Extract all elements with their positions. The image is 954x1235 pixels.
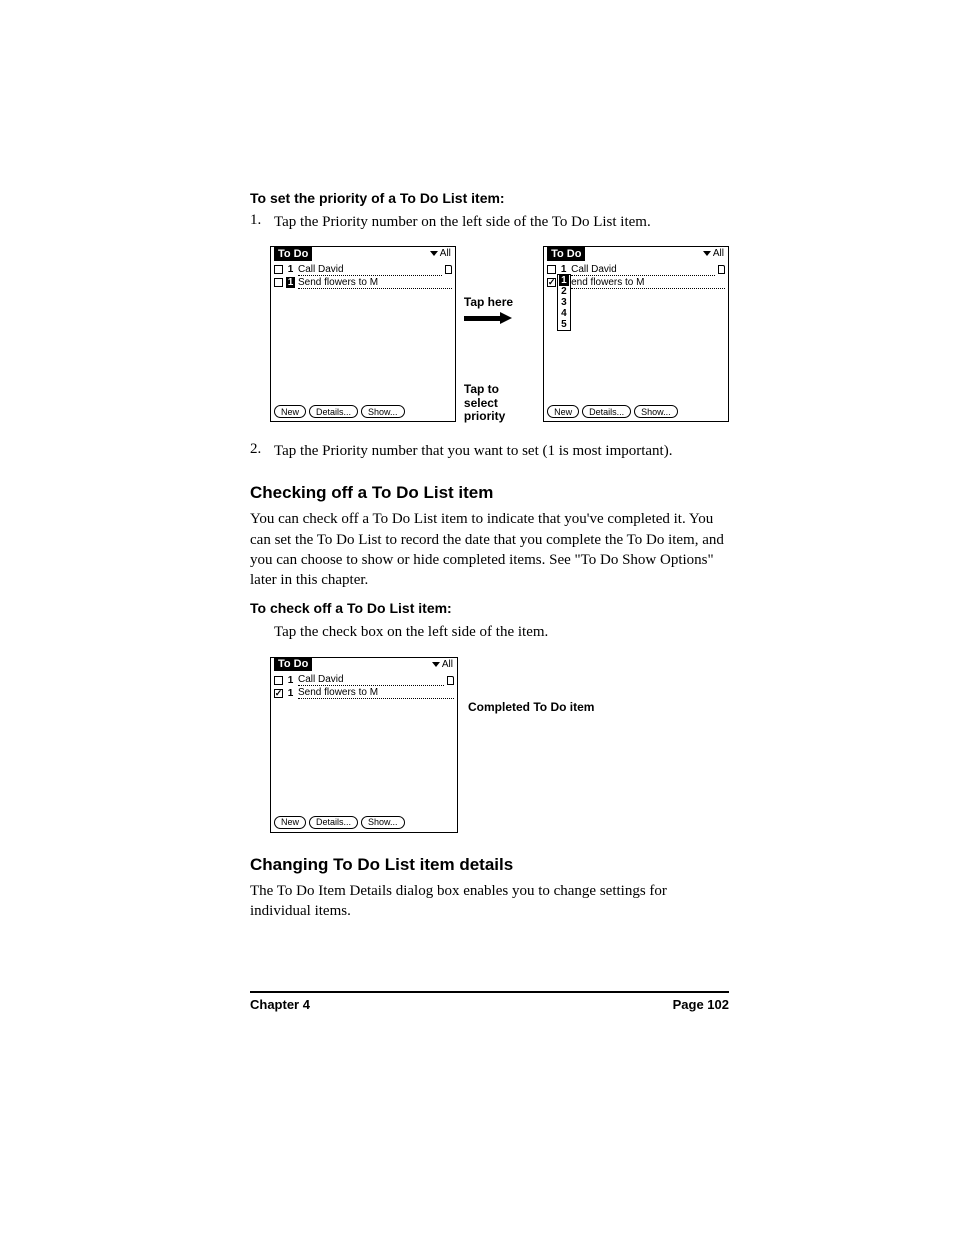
priority-number[interactable]: 1	[286, 277, 295, 288]
palm-titlebar: To Do All	[544, 247, 728, 261]
step-1: 1. Tap the Priority number on the left s…	[250, 212, 729, 232]
heading-checking-off: Checking off a To Do List item	[250, 483, 729, 503]
callout-completed: Completed To Do item	[468, 657, 594, 715]
checkbox-icon[interactable]	[547, 265, 556, 274]
todo-text[interactable]: Send flowers to M	[298, 687, 454, 699]
checkbox-icon[interactable]	[274, 278, 283, 287]
paragraph-changing-details: The To Do Item Details dialog box enable…	[250, 881, 729, 922]
show-button[interactable]: Show...	[361, 816, 405, 829]
palm-title-label: To Do	[274, 247, 312, 261]
footer-page: Page 102	[673, 997, 729, 1012]
palm-screen-right: To Do All 1 Call David 1 end flowers to …	[543, 246, 729, 422]
new-button[interactable]: New	[547, 405, 579, 418]
step-number: 1.	[250, 212, 274, 232]
palm-filter[interactable]: All	[430, 248, 451, 259]
todo-row[interactable]: 1 Send flowers to M	[274, 687, 454, 700]
palm-filter-label: All	[713, 248, 724, 259]
todo-text[interactable]: Call David	[298, 674, 444, 686]
todo-text[interactable]: end flowers to M	[571, 277, 725, 289]
todo-row[interactable]: 1 end flowers to M	[547, 276, 725, 289]
show-button[interactable]: Show...	[634, 405, 678, 418]
palm-buttons: New Details... Show...	[271, 402, 455, 421]
step-2: 2. Tap the Priority number that you want…	[250, 441, 729, 461]
palm-body: 1 Call David 1 Send flowers to M	[271, 261, 455, 402]
proc-heading-set-priority: To set the priority of a To Do List item…	[250, 190, 729, 206]
details-button[interactable]: Details...	[309, 816, 358, 829]
palm-screen-left: To Do All 1 Call David 1 Send flowers to…	[270, 246, 456, 422]
dropdown-icon	[432, 662, 440, 667]
palm-body: 1 Call David 1 Send flowers to M	[271, 672, 457, 813]
palm-filter[interactable]: All	[703, 248, 724, 259]
new-button[interactable]: New	[274, 816, 306, 829]
dropdown-option[interactable]: 2	[559, 286, 569, 297]
palm-titlebar: To Do All	[271, 247, 455, 261]
details-button[interactable]: Details...	[582, 405, 631, 418]
palm-buttons: New Details... Show...	[544, 402, 728, 421]
paragraph-checking-off: You can check off a To Do List item to i…	[250, 509, 729, 590]
step-text: Tap the Priority number that you want to…	[274, 441, 729, 461]
palm-buttons: New Details... Show...	[271, 813, 457, 832]
palm-filter[interactable]: All	[432, 659, 453, 670]
callout-completed-label: Completed To Do item	[468, 701, 594, 715]
dropdown-option[interactable]: 4	[559, 308, 569, 319]
priority-dropdown[interactable]: 1 2 3 4 5	[557, 274, 571, 331]
dropdown-option[interactable]: 1	[559, 275, 569, 286]
note-icon[interactable]	[447, 676, 454, 685]
footer-chapter: Chapter 4	[250, 997, 310, 1012]
proc-heading-check-off: To check off a To Do List item:	[250, 600, 729, 616]
figure-priority: To Do All 1 Call David 1 Send flowers to…	[270, 246, 729, 423]
priority-number[interactable]: 1	[286, 675, 295, 686]
palm-body: 1 Call David 1 end flowers to M 1 2 3 4 …	[544, 261, 728, 402]
step-text: Tap the Priority number on the left side…	[274, 212, 729, 232]
heading-changing-details: Changing To Do List item details	[250, 855, 729, 875]
todo-row[interactable]: 1 Call David	[274, 674, 454, 687]
callout-tap-here: Tap here	[464, 296, 535, 323]
todo-row[interactable]: 1 Call David	[547, 263, 725, 276]
palm-filter-label: All	[440, 248, 451, 259]
todo-text[interactable]: Call David	[298, 264, 442, 276]
checkbox-icon[interactable]	[274, 676, 283, 685]
callout-tap-select: Tap to select priority	[464, 383, 535, 423]
dropdown-option[interactable]: 5	[559, 319, 569, 330]
checkbox-icon[interactable]	[547, 278, 556, 287]
palm-screen-check: To Do All 1 Call David 1 Send flowers to…	[270, 657, 458, 833]
todo-row[interactable]: 1 Call David	[274, 263, 452, 276]
dropdown-option[interactable]: 3	[559, 297, 569, 308]
arrow-icon	[464, 313, 512, 323]
show-button[interactable]: Show...	[361, 405, 405, 418]
palm-filter-label: All	[442, 659, 453, 670]
figure-checkoff: To Do All 1 Call David 1 Send flowers to…	[270, 657, 729, 833]
todo-text[interactable]: Send flowers to M	[298, 277, 452, 289]
dropdown-icon	[430, 251, 438, 256]
page: To set the priority of a To Do List item…	[0, 0, 954, 1182]
palm-titlebar: To Do All	[271, 658, 457, 672]
checkbox-icon[interactable]	[274, 689, 283, 698]
priority-number[interactable]: 1	[286, 688, 295, 699]
palm-title-label: To Do	[274, 657, 312, 671]
priority-number[interactable]: 1	[286, 264, 295, 275]
callouts: Tap here Tap to select priority	[464, 246, 535, 423]
palm-title-label: To Do	[547, 247, 585, 261]
step-number: 2.	[250, 441, 274, 461]
todo-text[interactable]: Call David	[571, 264, 715, 276]
page-footer: Chapter 4 Page 102	[250, 991, 729, 1012]
details-button[interactable]: Details...	[309, 405, 358, 418]
checkbox-icon[interactable]	[274, 265, 283, 274]
note-icon[interactable]	[445, 265, 452, 274]
note-icon[interactable]	[718, 265, 725, 274]
check-step-text: Tap the check box on the left side of th…	[274, 622, 729, 642]
dropdown-icon	[703, 251, 711, 256]
todo-row[interactable]: 1 Send flowers to M	[274, 276, 452, 289]
new-button[interactable]: New	[274, 405, 306, 418]
